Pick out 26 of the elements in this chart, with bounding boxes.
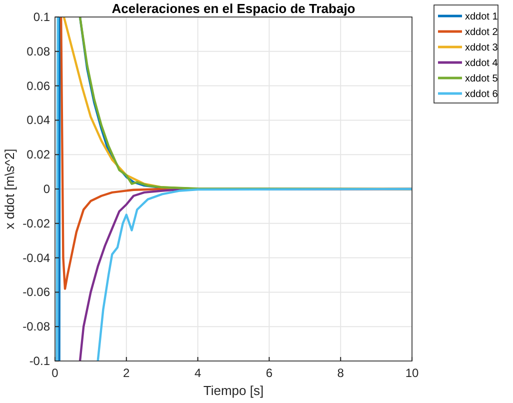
y-tick-label: -0.06: [22, 285, 50, 300]
legend-label: xddot 6: [465, 89, 498, 100]
x-tick-label: 4: [194, 366, 202, 380]
chart-title: Aceleraciones en el Espacio de Trabajo: [112, 1, 356, 16]
x-tick-label: 0: [52, 366, 59, 380]
legend-label: xddot 3: [465, 42, 498, 54]
y-tick-label: 0.08: [26, 44, 50, 58]
y-tick-label: -0.08: [22, 320, 50, 334]
y-tick-label: -0.1: [29, 354, 50, 368]
y-tick-label: 0.06: [26, 78, 50, 93]
legend-label: xddot 2: [465, 27, 498, 38]
y-tick-label: 0: [43, 182, 50, 196]
y-tick-label: 0.04: [26, 113, 50, 128]
y-tick-label: -0.02: [22, 216, 50, 230]
legend-label: xddot 4: [465, 58, 498, 69]
y-tick-label: 0.1: [33, 10, 50, 24]
x-tick-label: 10: [405, 366, 419, 380]
x-tick-label: 2: [123, 366, 130, 380]
x-tick-label: 6: [266, 366, 273, 380]
x-tick-label: 8: [337, 366, 344, 380]
legend-label: xddot 5: [465, 74, 498, 84]
y-tick-label: 0.02: [26, 148, 50, 162]
x-axis-title: Tiempo [s]: [203, 383, 264, 398]
y-axis-title: x ddot [m\s^2]: [2, 148, 17, 230]
y-tick-label: -0.04: [22, 250, 50, 265]
legend-label: xddot 1: [465, 12, 498, 22]
